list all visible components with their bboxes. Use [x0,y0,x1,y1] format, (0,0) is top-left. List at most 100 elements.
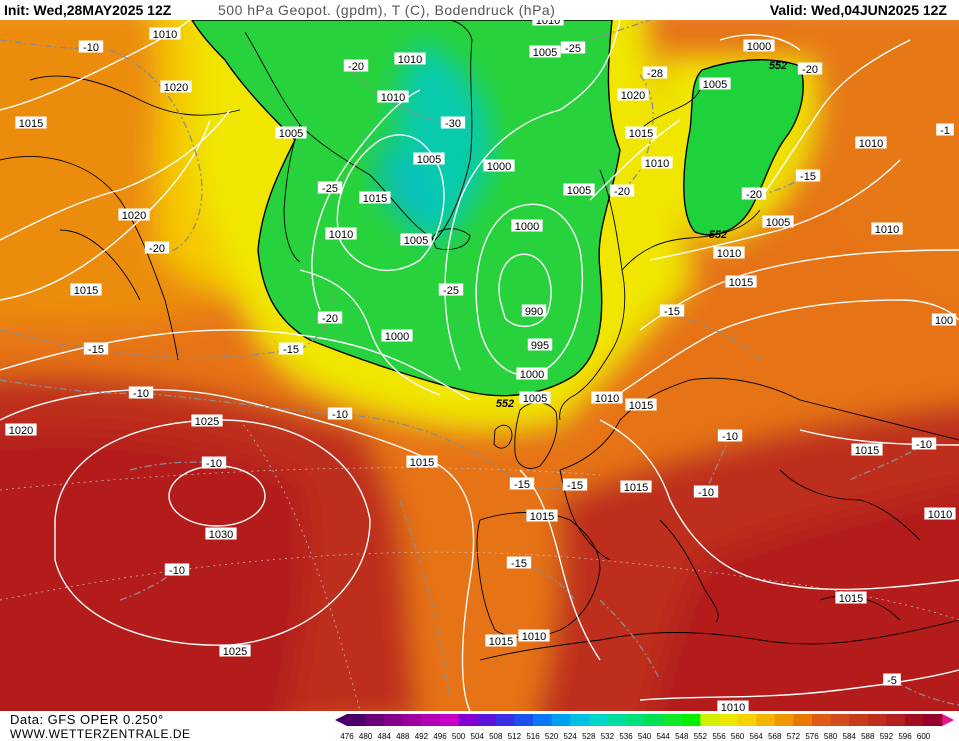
color-scale-swatch [570,714,590,726]
map-title: 500 hPa Geopot. (gpdm), T (C), Bodendruc… [218,2,556,18]
pressure-label-text: 1005 [533,47,557,59]
temperature-label-text: -20 [322,313,338,325]
pressure-label-box [205,527,237,540]
pressure-label: 1005 [762,215,794,229]
pressure-label: 1020 [118,208,150,222]
temperature-label-text: -15 [514,479,530,491]
temperature-label-box [560,41,586,54]
temperature-label: -25 [560,41,586,55]
temperature-label: -10 [717,429,743,443]
pressure-label-text: 995 [531,340,549,352]
pressure-label-text: 1000 [385,331,409,343]
color-scale-swatch [719,714,738,726]
pressure-label-box [219,644,251,657]
temperature-label: -1 [936,123,954,137]
temperature-label-text: -25 [565,43,581,55]
temperature-label: -20 [741,187,767,201]
pressure-label-text: 1015 [839,593,863,605]
color-scale-swatch [607,714,627,726]
color-scale-tick-label: 588 [861,732,875,741]
temperature-label-box [83,342,109,355]
color-scale-tick-label: 572 [787,732,801,741]
color-scale-tick-label: 580 [824,732,838,741]
color-scale-legend: 476 480 484 488 492 496 500 504 508 512 516 520 524 5… [335,714,955,741]
color-scale-arrow-high [942,714,955,726]
color-scale-tick-label: 544 [657,732,671,741]
color-scale-swatch [514,714,534,726]
website-label: WWW.WETTERZENTRALE.DE [10,727,191,741]
temperature-label-box [509,477,535,490]
pressure-label-box [717,700,749,711]
temperature-label-box [440,116,466,129]
temperature-label-box [562,478,588,491]
color-scale-swatch [440,714,459,726]
pressure-label-box [149,27,181,40]
temperature-label-text: -10 [916,439,932,451]
temperature-label: -10 [164,563,190,577]
pressure-label-box [625,398,657,411]
pressure-label: 1015 [625,126,657,140]
geopotential-label: 552 [769,60,787,72]
temperature-label: -20 [144,241,170,255]
temperature-label-text: -20 [614,186,630,198]
color-scale-arrow-low [335,714,347,726]
color-scale-tick-label: 524 [564,732,578,741]
pressure-label-box [518,629,550,642]
pressure-label-box [70,283,102,296]
pressure-label-text: 1015 [489,636,513,648]
pressure-label-text: 1010 [522,631,546,643]
color-scale-tick-label: 512 [508,732,522,741]
pressure-label-box [485,634,517,647]
pressure-label: 1015 [406,455,438,469]
temperature-label-box [506,556,532,569]
pressure-label-box [413,152,445,165]
pressure-label: 1005 [563,183,595,197]
color-scale-swatch [756,714,776,726]
weather-map: 552 552 552 -10 -20 -25 -30 -25 -20 -25 -20 -15 -15… [0,20,959,711]
pressure-label: 1005 [275,126,307,140]
pressure-label-box [625,126,657,139]
temperature-label-box [278,342,304,355]
pressure-label-text: 1000 [487,161,511,173]
geopotential-labels: 552 552 552 [496,60,787,410]
temperature-label-box [795,169,821,182]
pressure-label: 1010 [641,156,673,170]
temperature-label-text: -10 [83,42,99,54]
pressure-label: 1025 [219,644,251,658]
cold-core-fill [373,40,492,242]
temperature-label: -10 [911,437,937,451]
pressure-label: 1010 [713,246,745,260]
temperature-label-box [317,311,343,324]
pressure-label-box [924,507,956,520]
pressure-label: 1010 [717,700,749,711]
color-scale-tick-label: 568 [768,732,782,741]
pressure-label-box [591,391,623,404]
color-scale-swatch [923,714,943,726]
temperature-label: -20 [343,59,369,73]
color-scale-swatch [588,714,608,726]
temperature-label: -15 [659,304,685,318]
color-scale-tick-label: 596 [898,732,912,741]
pressure-label-box [620,480,652,493]
pressure-label: 1005 [400,233,432,247]
pressure-label: 1015 [620,480,652,494]
color-scale-tick-label: 560 [731,732,745,741]
temperature-label-text: -10 [133,388,149,400]
temperature-label-box [327,407,353,420]
pressure-label: 1020 [617,88,649,102]
pressure-label-text: 1025 [223,646,247,658]
pressure-label-box [871,222,903,235]
color-scale-tick-label: 504 [471,732,485,741]
pressure-label-box [359,191,391,204]
pressure-label-box [532,20,564,26]
pressure-label: 1015 [835,591,867,605]
temperature-label: -10 [78,40,104,54]
temperature-label-text: -15 [88,344,104,356]
temperature-label-box [741,187,767,200]
color-scale-swatch [533,714,552,726]
temperature-label-text: -10 [332,409,348,421]
color-scale-swatch [737,714,757,726]
pressure-label: 1025 [191,414,223,428]
pressure-label-text: 1020 [122,210,146,222]
pressure-label: 1015 [70,283,102,297]
